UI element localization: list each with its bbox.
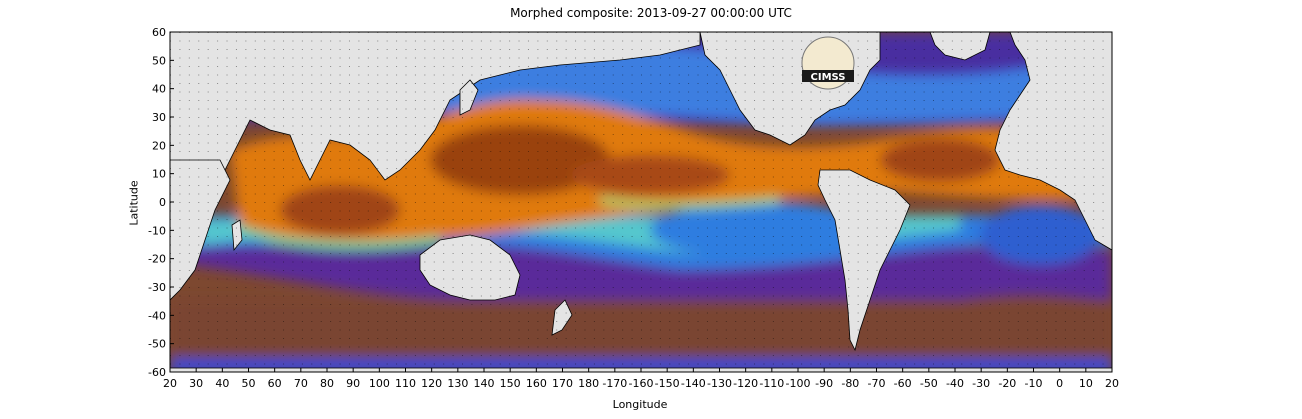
x-tick-label: 20	[163, 377, 177, 390]
y-tick-label: -50	[148, 338, 166, 351]
x-tick-label: 90	[346, 377, 360, 390]
logo-text: CIMSS	[811, 72, 846, 83]
x-tick-label: -90	[815, 377, 833, 390]
x-tick-label: -170	[602, 377, 627, 390]
y-tick-label: 60	[152, 26, 166, 39]
x-tick-label: 170	[552, 377, 573, 390]
x-tick-label: -70	[868, 377, 886, 390]
x-tick-label: 110	[395, 377, 416, 390]
y-tick-label: 30	[152, 111, 166, 124]
x-axis-label: Longitude	[612, 398, 668, 411]
x-tick-label: 130	[447, 377, 468, 390]
x-tick-label: 120	[421, 377, 442, 390]
y-tick-label: 20	[152, 139, 166, 152]
x-tick-label: -50	[920, 377, 938, 390]
x-tick-label: -30	[972, 377, 990, 390]
y-tick-label: 40	[152, 83, 166, 96]
x-tick-label: 0	[1056, 377, 1063, 390]
x-tick-label: -60	[894, 377, 912, 390]
x-tick-label: 100	[369, 377, 390, 390]
x-tick-label: 140	[474, 377, 495, 390]
x-tick-label: -100	[786, 377, 811, 390]
x-tick-label: -20	[998, 377, 1016, 390]
x-ticks: 20 30 40 50 60 70 80 90 100 110 120 130 140 150 160 170…	[163, 368, 1119, 390]
y-tick-label: 50	[152, 54, 166, 67]
x-tick-label: -140	[681, 377, 706, 390]
x-tick-label: -80	[841, 377, 859, 390]
x-tick-label: 70	[294, 377, 308, 390]
map-title: Morphed composite: 2013-09-27 00:00:00 U…	[510, 6, 792, 20]
graticule-dots	[170, 32, 1112, 372]
y-tick-label: -10	[148, 224, 166, 237]
x-tick-label: -120	[733, 377, 758, 390]
x-tick-label: 40	[215, 377, 229, 390]
x-tick-label: -40	[946, 377, 964, 390]
x-tick-label: -10	[1025, 377, 1043, 390]
cimss-logo: CIMSS	[801, 36, 855, 90]
precipitable-water-field: CIMSS	[170, 32, 1112, 372]
y-tick-label: -40	[148, 309, 166, 322]
x-tick-label: -130	[707, 377, 732, 390]
x-tick-label: 20	[1105, 377, 1119, 390]
y-tick-label: -30	[148, 281, 166, 294]
x-tick-label: -160	[629, 377, 654, 390]
x-tick-label: 160	[526, 377, 547, 390]
x-tick-label: 30	[189, 377, 203, 390]
y-tick-label: -20	[148, 253, 166, 266]
x-tick-label: 50	[242, 377, 256, 390]
x-tick-label: 180	[578, 377, 599, 390]
x-tick-label: 10	[1079, 377, 1093, 390]
y-tick-label: -60	[148, 366, 166, 379]
y-ticks: 60 50 40 30 20 10 0 -10 -20 -30 -40 -50 -60	[148, 26, 174, 379]
x-tick-label: -150	[655, 377, 680, 390]
x-tick-label: 150	[500, 377, 521, 390]
y-tick-label: 10	[152, 168, 166, 181]
x-tick-label: 60	[268, 377, 282, 390]
x-tick-label: 80	[320, 377, 334, 390]
y-tick-label: 0	[159, 196, 166, 209]
x-tick-label: -110	[759, 377, 784, 390]
